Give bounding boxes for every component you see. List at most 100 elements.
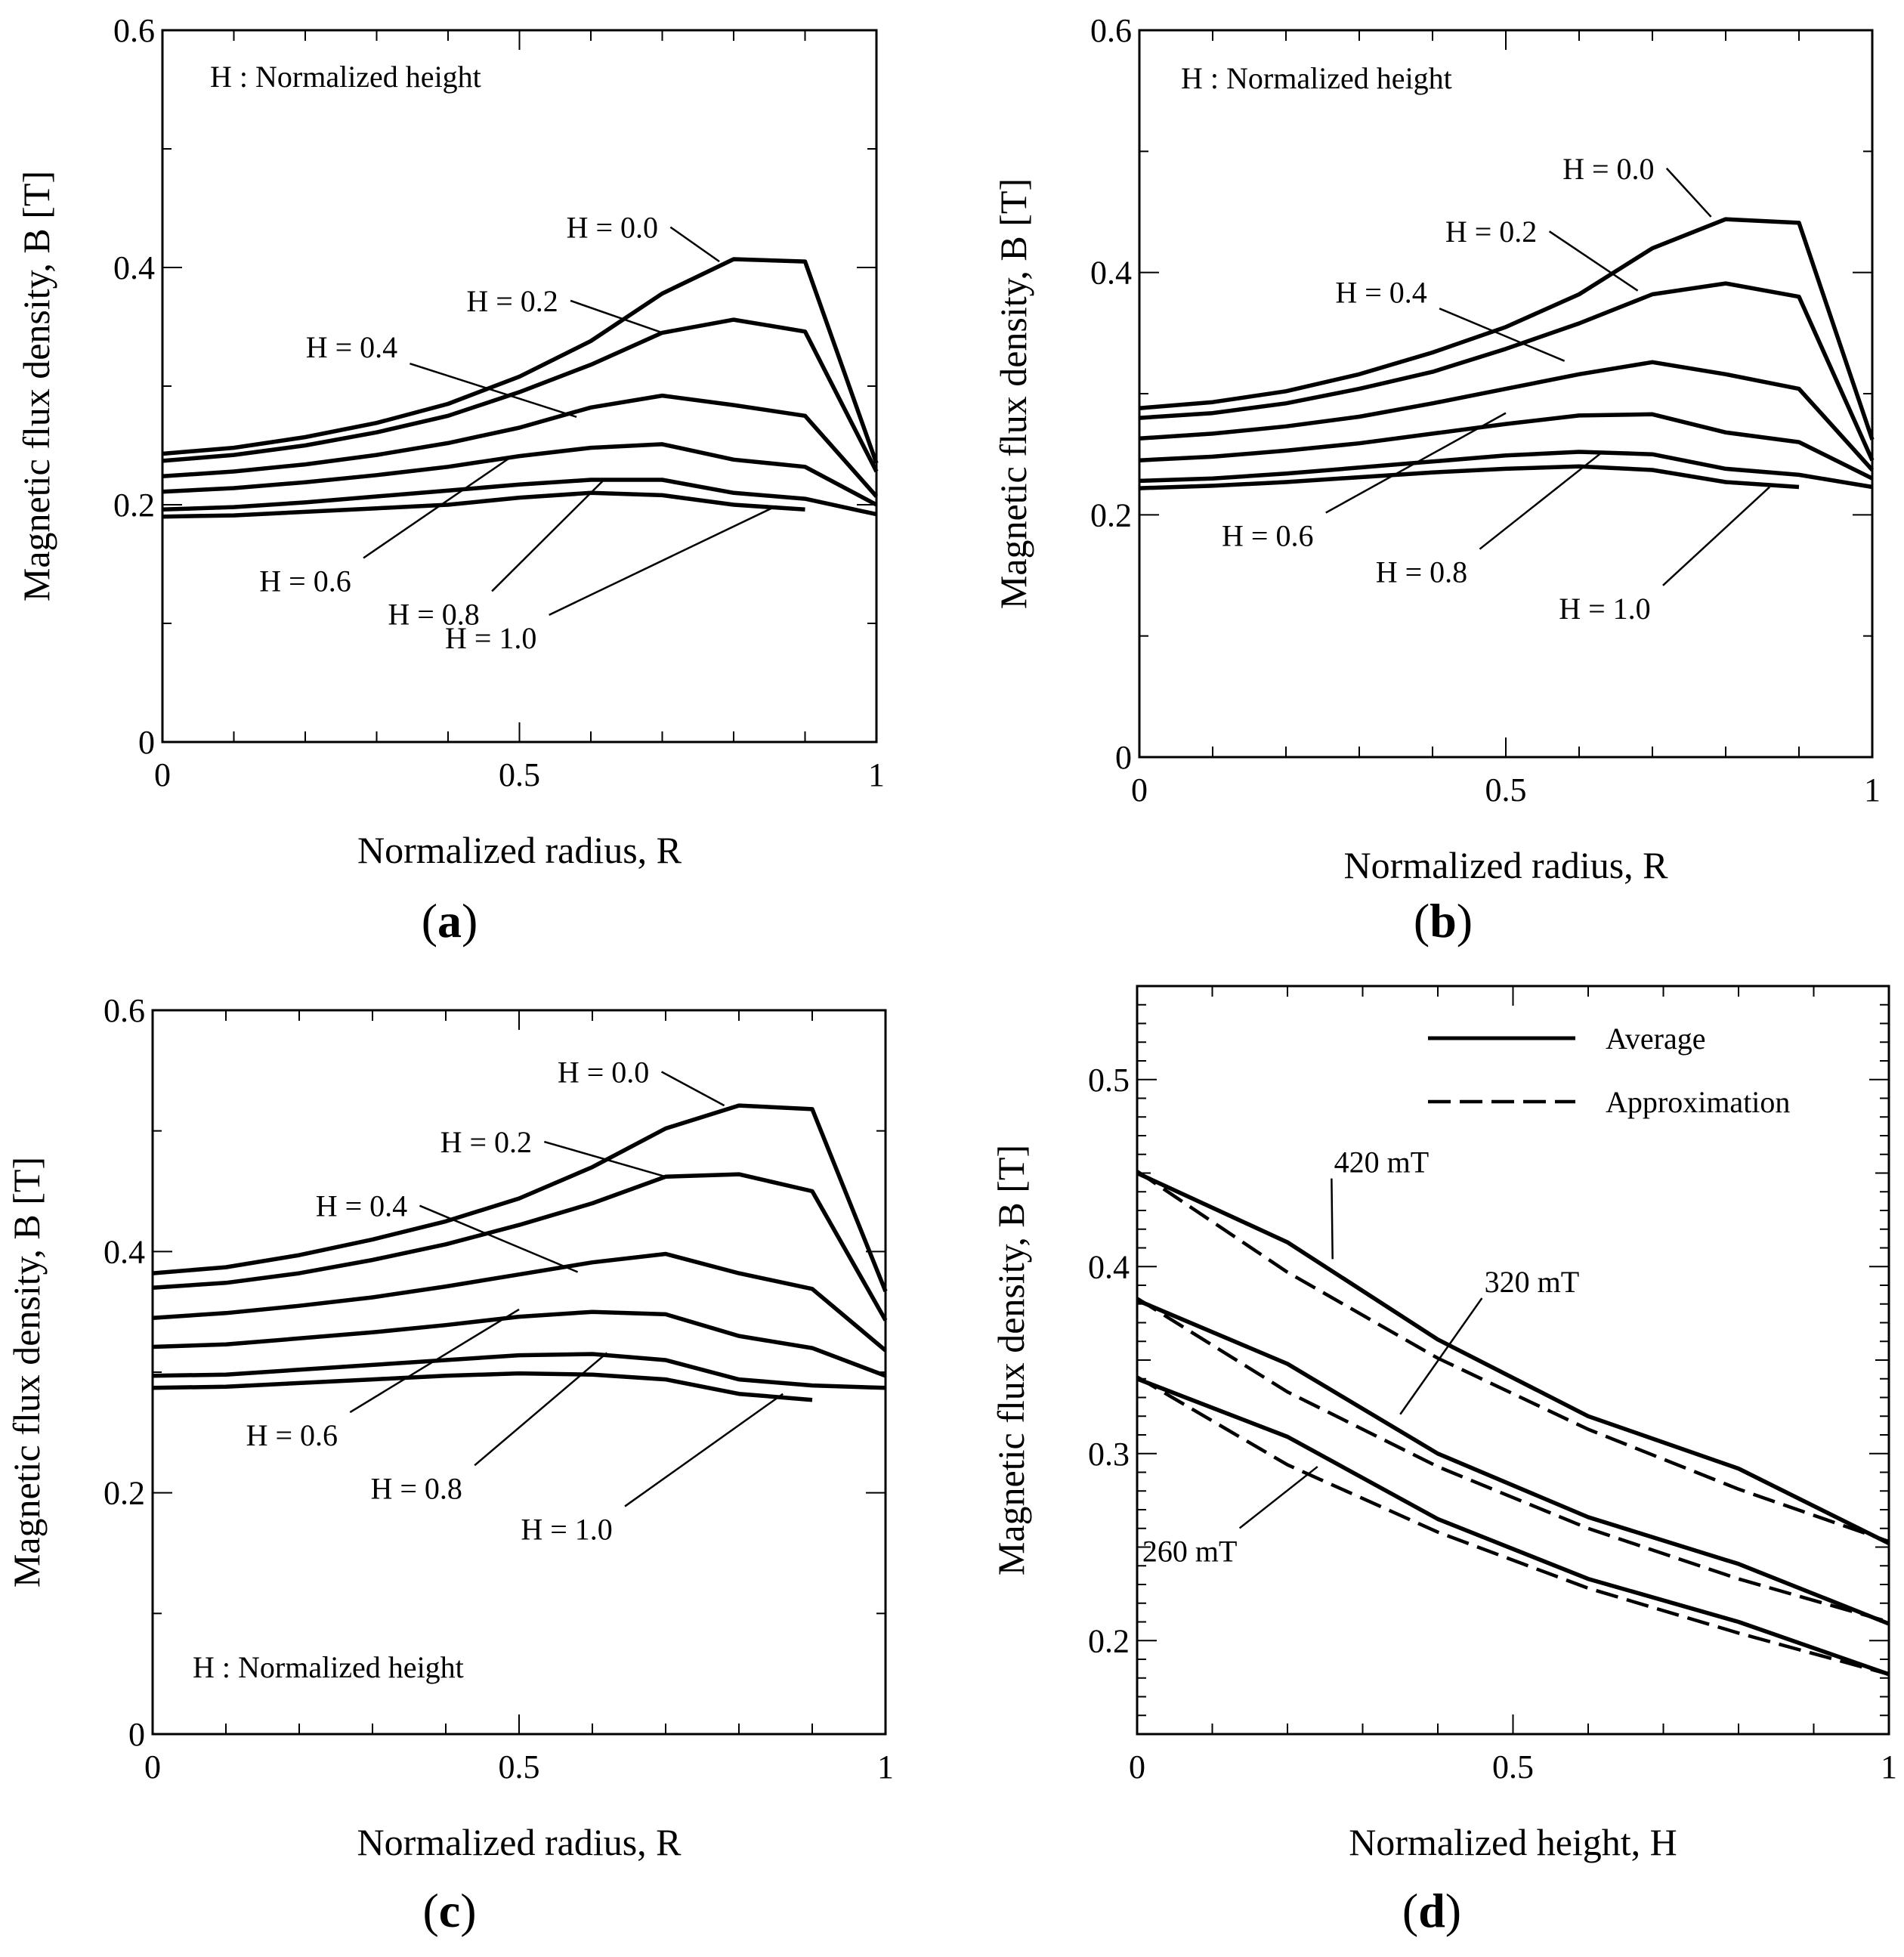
curve-label: 420 mT bbox=[1334, 1145, 1430, 1179]
y-tick-label: 0 bbox=[1115, 739, 1132, 776]
series-line-0 bbox=[1139, 217, 1875, 441]
leader-line bbox=[1325, 412, 1507, 514]
x-tick-label: 1 bbox=[877, 1748, 894, 1785]
series-line-3 bbox=[1139, 412, 1874, 481]
series-line-5 bbox=[1136, 1375, 1890, 1676]
leader-line bbox=[410, 362, 577, 419]
leader-line bbox=[549, 505, 777, 616]
leader-line bbox=[1665, 167, 1712, 218]
series-line-4 bbox=[162, 478, 877, 517]
x-tick-label: 0.5 bbox=[499, 1748, 540, 1785]
curve-label: H = 0.4 bbox=[306, 330, 397, 364]
y-tick-label: 0.2 bbox=[1090, 496, 1132, 533]
curve-label: H = 0.6 bbox=[246, 1418, 338, 1452]
x-tick-label: 0 bbox=[1129, 1748, 1145, 1785]
x-axis-label: Normalized height, H bbox=[1349, 1821, 1677, 1863]
y-tick-label: 0.6 bbox=[113, 12, 155, 49]
y-axis-label: Magnetic flux density, B [T] bbox=[990, 1145, 1032, 1575]
leader-line bbox=[1548, 230, 1639, 292]
curve-label: 260 mT bbox=[1142, 1534, 1238, 1568]
leader-line bbox=[363, 455, 513, 559]
curve-label: H = 0.0 bbox=[558, 1055, 649, 1089]
panel-caption: (d) bbox=[1402, 1884, 1461, 1937]
leader-line bbox=[349, 1308, 520, 1414]
leader-line bbox=[660, 1071, 725, 1107]
curve-label: H = 0.2 bbox=[466, 284, 558, 318]
y-tick-label: 0 bbox=[128, 1716, 145, 1753]
curve-label: 320 mT bbox=[1485, 1265, 1580, 1299]
curve-label: H = 0.2 bbox=[440, 1125, 532, 1159]
y-axis-label: Magnetic flux density, B [T] bbox=[5, 1157, 48, 1588]
series-line-5 bbox=[152, 1371, 813, 1402]
y-tick-label: 0.4 bbox=[113, 249, 155, 286]
leader-line bbox=[544, 1140, 666, 1178]
leader-line bbox=[1479, 452, 1602, 550]
series-line-0 bbox=[1136, 1171, 1890, 1545]
series-line-1 bbox=[1139, 281, 1875, 462]
x-tick-label: 0.5 bbox=[1492, 1748, 1534, 1785]
series-line-3 bbox=[162, 442, 878, 507]
panel-a: 0 0.5 1 0 0.2 0.4 0.6 Normalized radius, R Magne… bbox=[15, 12, 885, 948]
curve-label: H = 0.4 bbox=[316, 1189, 407, 1223]
leader-line bbox=[1399, 1297, 1483, 1415]
leader-line bbox=[624, 1393, 784, 1507]
y-tick-label: 0.6 bbox=[104, 992, 145, 1029]
series-line-2 bbox=[1139, 360, 1875, 471]
series-line-5 bbox=[162, 490, 805, 519]
panel-caption: (a) bbox=[422, 894, 478, 948]
y-tick-label: 0.4 bbox=[1088, 1248, 1130, 1285]
panel-b: 0 0.5 1 0 0.2 0.4 0.6 Normalized radius, R Magne… bbox=[992, 12, 1881, 948]
curve-label: H = 1.0 bbox=[1559, 592, 1650, 626]
leader-line bbox=[1662, 486, 1771, 586]
y-tick-label: 0.6 bbox=[1090, 12, 1132, 49]
curve-label: H = 1.0 bbox=[521, 1513, 612, 1547]
series-line-1 bbox=[1136, 1170, 1890, 1544]
series-line-4 bbox=[152, 1352, 886, 1390]
series-line-1 bbox=[162, 317, 879, 473]
curve-label: H = 0.2 bbox=[1445, 215, 1537, 249]
legend-label: Average bbox=[1606, 1022, 1706, 1056]
leader-line bbox=[570, 299, 663, 334]
y-tick-label: 0.2 bbox=[113, 487, 155, 524]
leader-line bbox=[1331, 1178, 1334, 1260]
leader-line bbox=[419, 1204, 579, 1273]
series-line-3 bbox=[152, 1309, 886, 1378]
x-tick-label: 0.5 bbox=[1485, 771, 1527, 808]
series-line-0 bbox=[162, 257, 879, 464]
x-axis-label: Normalized radius, R bbox=[1343, 844, 1668, 886]
series-line-2 bbox=[152, 1251, 887, 1353]
x-tick-label: 0.5 bbox=[499, 756, 540, 793]
y-tick-label: 0 bbox=[138, 724, 155, 761]
curve-label: H = 0.4 bbox=[1335, 275, 1426, 309]
x-tick-label: 1 bbox=[1864, 771, 1881, 808]
x-tick-label: 0 bbox=[1131, 771, 1148, 808]
curve-label: H = 0.0 bbox=[567, 211, 658, 245]
series-line-0 bbox=[152, 1103, 888, 1293]
x-axis-label: Normalized radius, R bbox=[357, 829, 682, 871]
plot-frame bbox=[1138, 29, 1874, 759]
x-tick-label: 1 bbox=[1881, 1748, 1897, 1785]
y-tick-label: 0.2 bbox=[1088, 1622, 1130, 1659]
note-text: H : Normalized height bbox=[210, 60, 481, 94]
curve-label: H = 0.8 bbox=[388, 597, 479, 631]
y-tick-label: 0.5 bbox=[1088, 1062, 1130, 1099]
x-tick-label: 1 bbox=[868, 756, 885, 793]
leader-line bbox=[1439, 308, 1566, 362]
curve-label: H = 0.6 bbox=[1222, 519, 1313, 553]
panel-d: 0 0.5 1 0.2 0.3 0.4 0.5 Normalized height, H Mag… bbox=[990, 985, 1897, 1937]
note-text: H : Normalized height bbox=[193, 1650, 464, 1684]
curve-label: H = 0.8 bbox=[370, 1471, 462, 1505]
series-line-2 bbox=[1136, 1298, 1890, 1626]
panel-caption: (c) bbox=[422, 1884, 476, 1937]
leader-line bbox=[474, 1352, 608, 1467]
y-axis-label: Magnetic flux density, B [T] bbox=[15, 171, 57, 601]
x-axis-label: Normalized radius, R bbox=[357, 1821, 682, 1863]
series-line-4 bbox=[1136, 1377, 1890, 1677]
panel-c: 0 0.5 1 0 0.2 0.4 0.6 Normalized radius, R Magne… bbox=[5, 992, 894, 1937]
y-tick-label: 0.2 bbox=[104, 1475, 145, 1512]
legend-label: Approximation bbox=[1606, 1085, 1790, 1119]
series-line-4 bbox=[1139, 450, 1873, 490]
y-tick-label: 0.4 bbox=[104, 1233, 145, 1270]
curve-label: H = 1.0 bbox=[445, 621, 536, 655]
